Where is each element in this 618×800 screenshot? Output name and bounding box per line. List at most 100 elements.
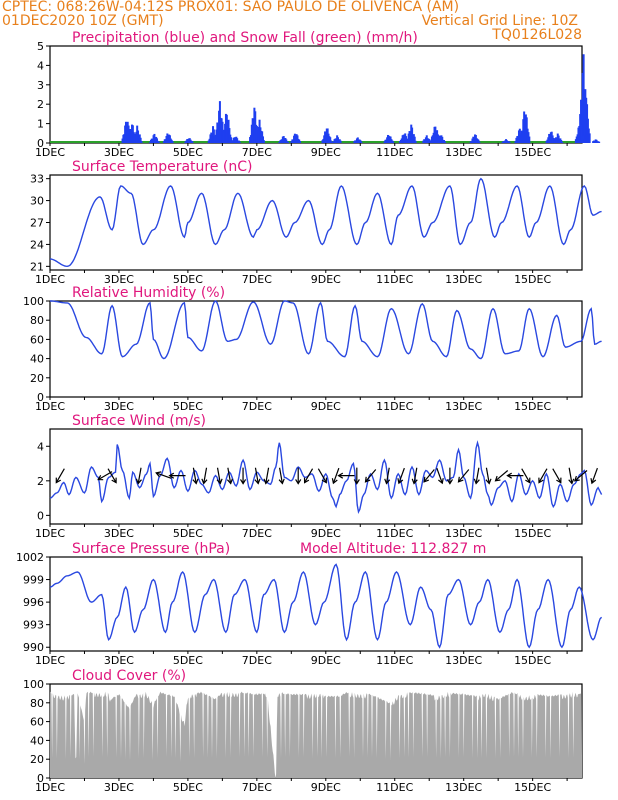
- wind-arrow-head: [168, 472, 175, 479]
- series-line-4: [49, 563, 603, 649]
- xtick-label: 1DEC: [35, 654, 65, 667]
- series-line-3: [49, 440, 603, 515]
- precip-bar: [528, 136, 531, 143]
- wind-arrow-head: [556, 477, 562, 484]
- ytick-label: 0: [37, 772, 44, 785]
- xtick-label: 3DEC: [104, 273, 134, 286]
- ytick-label: 80: [30, 697, 44, 710]
- xtick-label: 15DEC: [514, 654, 551, 667]
- wind-arrow-head: [331, 478, 338, 485]
- ytick-label: 20: [30, 372, 44, 385]
- wind-arrow: [317, 468, 327, 483]
- xtick-label: 11DEC: [376, 781, 413, 794]
- wind-arrow: [475, 467, 480, 484]
- panel-frame-2: [49, 300, 583, 398]
- ytick-label: 24: [30, 238, 44, 251]
- xtick-label: 13DEC: [445, 146, 482, 159]
- xtick-label: 15DEC: [514, 781, 551, 794]
- precip-bar: [299, 141, 302, 143]
- wind-arrow-head: [473, 478, 480, 485]
- wind-arrow: [458, 469, 470, 483]
- precip-bar: [441, 136, 444, 143]
- wind-arrow: [521, 468, 531, 483]
- wind-arrow: [436, 467, 443, 484]
- xtick-label: 5DEC: [173, 273, 203, 286]
- ytick-label: 27: [30, 217, 44, 230]
- wind-arrow: [107, 468, 117, 483]
- panel-title-2: Relative Humidity (%): [72, 285, 225, 301]
- wind-arrow: [203, 467, 208, 484]
- panel-title-4: Surface Pressure (hPa): [72, 541, 230, 557]
- series-line-2: [50, 300, 602, 360]
- ytick-label: 1: [37, 118, 44, 131]
- xtick-label: 13DEC: [445, 400, 482, 413]
- panel-title-1: Surface Temperature (nC): [72, 159, 253, 175]
- precip-bar: [560, 139, 563, 143]
- panel-title-5: Cloud Cover (%): [72, 668, 186, 684]
- ytick-label: 0: [37, 509, 44, 522]
- xtick-label: 9DEC: [311, 273, 341, 286]
- precip-bar: [285, 139, 288, 143]
- wind-arrow-head: [506, 472, 513, 479]
- precip-bar: [171, 141, 174, 143]
- wind-arrow: [332, 467, 340, 484]
- wind-arrow-head: [573, 475, 580, 482]
- xtick-label: 13DEC: [445, 781, 482, 794]
- ytick-label: 5: [37, 40, 44, 53]
- wind-arrow: [254, 467, 259, 484]
- ytick-label: 40: [30, 734, 44, 747]
- wind-arrow-head: [525, 477, 531, 484]
- xtick-label: 11DEC: [376, 273, 413, 286]
- wind-arrow-head: [494, 475, 501, 482]
- xtick-label: 5DEC: [173, 654, 203, 667]
- wind-arrow: [227, 467, 232, 484]
- wind-arrow: [423, 469, 435, 483]
- wind-arrow-head: [397, 478, 404, 485]
- xtick-label: 3DEC: [104, 781, 134, 794]
- header-station: CPTEC: 068:26W-04:12S PROX01: SAO PAULO …: [2, 0, 460, 15]
- ytick-label: 0: [37, 391, 44, 404]
- wind-arrow-head: [411, 478, 418, 485]
- wind-arrow-head: [303, 477, 310, 484]
- precip-bar: [262, 136, 265, 143]
- xtick-label: 7DEC: [242, 146, 272, 159]
- precip-bar: [262, 140, 265, 143]
- xtick-label: 13DEC: [445, 654, 482, 667]
- wind-arrow: [192, 467, 197, 484]
- precip-bar: [583, 139, 586, 143]
- xtick-label: 11DEC: [376, 527, 413, 540]
- xtick-label: 13DEC: [445, 527, 482, 540]
- precip-bar: [582, 135, 585, 143]
- wind-arrow-head: [321, 477, 327, 484]
- wind-arrow: [216, 467, 221, 484]
- ytick-label: 3: [37, 79, 44, 92]
- wind-arrow: [552, 468, 562, 483]
- precip-bar: [140, 141, 143, 143]
- wind-arrow-head: [295, 479, 302, 485]
- xtick-label: 9DEC: [311, 400, 341, 413]
- wind-arrow-head: [226, 478, 233, 485]
- ytick-label: 33: [30, 173, 44, 186]
- xtick-label: 3DEC: [104, 527, 134, 540]
- header-grid-line: Vertical Grid Line: 10Z: [421, 13, 578, 29]
- xtick-label: 13DEC: [445, 273, 482, 286]
- panel-frame-3: [49, 428, 583, 525]
- xtick-label: 9DEC: [311, 146, 341, 159]
- ytick-label: 999: [23, 574, 44, 587]
- wind-arrow: [265, 467, 270, 484]
- xtick-label: 1DEC: [35, 146, 65, 159]
- header-model: TQ0126L028: [492, 27, 582, 43]
- precip-bar: [139, 137, 142, 143]
- precip-bar: [156, 138, 159, 143]
- xtick-label: 7DEC: [242, 654, 272, 667]
- xtick-label: 9DEC: [311, 781, 341, 794]
- ytick-label: 990: [23, 641, 44, 654]
- ytick-label: 40: [30, 353, 44, 366]
- ytick-label: 100: [23, 678, 44, 691]
- precip-bar: [157, 141, 160, 143]
- ytick-label: 21: [30, 260, 44, 273]
- cloud-cover-area: [50, 691, 582, 778]
- panel-frame-4: [49, 556, 583, 652]
- xtick-label: 1DEC: [35, 781, 65, 794]
- wind-arrow-head: [201, 478, 208, 485]
